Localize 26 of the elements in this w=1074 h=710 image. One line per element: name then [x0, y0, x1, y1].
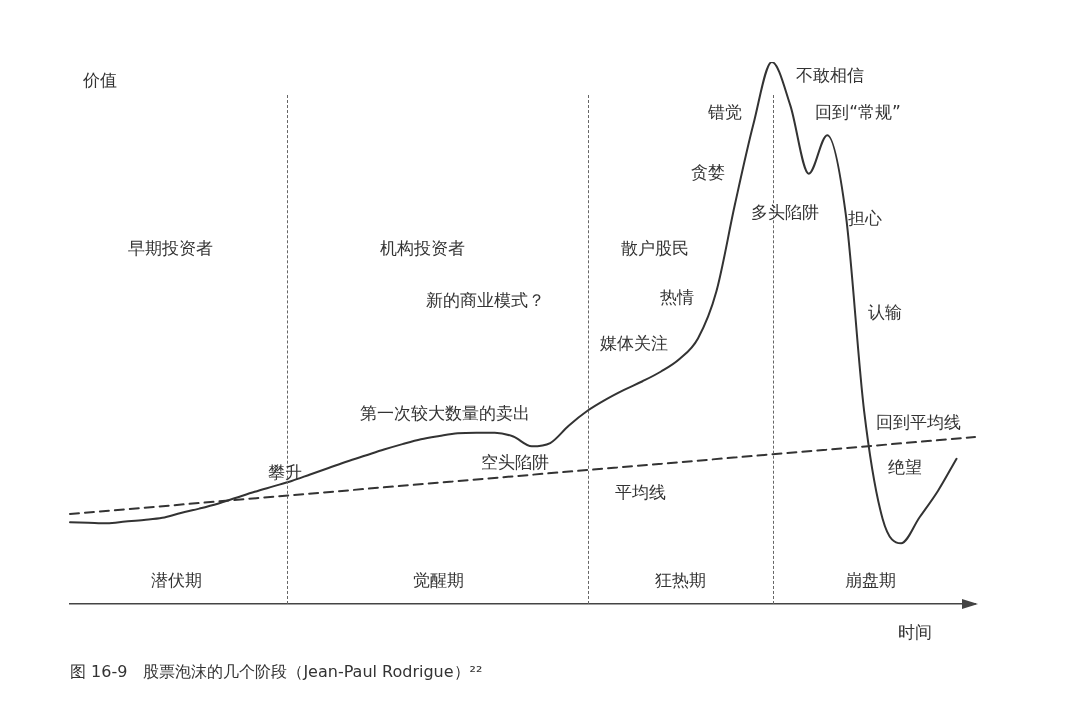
annotation: 新的商业模式？: [425, 288, 545, 312]
annotation: 早期投资者: [127, 236, 213, 260]
annotation: 散户股民: [621, 236, 689, 260]
caption: 图 16-9 股票泡沫的几个阶段（Jean-Paul Rodrigue）²²: [70, 662, 483, 683]
annotation: 认输: [868, 300, 902, 324]
annotation: 多头陷阱: [751, 200, 819, 224]
annotation: 第一次较大数量的卖出: [360, 401, 530, 425]
annotation: 贪婪: [691, 160, 725, 184]
y-axis-title: 价值: [83, 68, 117, 92]
annotation: 觉醒期: [412, 568, 464, 592]
annotation: 潜伏期: [150, 568, 202, 592]
annotation: 机构投资者: [379, 236, 465, 260]
annotation: 不敢相信: [796, 63, 864, 87]
annotation: 崩盘期: [844, 568, 896, 592]
annotation: 回到平均线: [875, 410, 961, 434]
annotation: 热情: [660, 285, 694, 309]
annotation: 狂热期: [654, 568, 706, 592]
annotation: 攀升: [268, 460, 302, 484]
x-axis-title: 时间: [898, 620, 932, 644]
annotation: 媒体关注: [600, 331, 668, 355]
annotation: 空头陷阱: [481, 450, 549, 474]
annotation: 回到“常规”: [815, 100, 901, 124]
annotation: 绝望: [888, 455, 922, 479]
annotation: 平均线: [614, 480, 666, 504]
annotation: 担心: [848, 206, 882, 230]
annotation: 错觉: [708, 100, 742, 124]
